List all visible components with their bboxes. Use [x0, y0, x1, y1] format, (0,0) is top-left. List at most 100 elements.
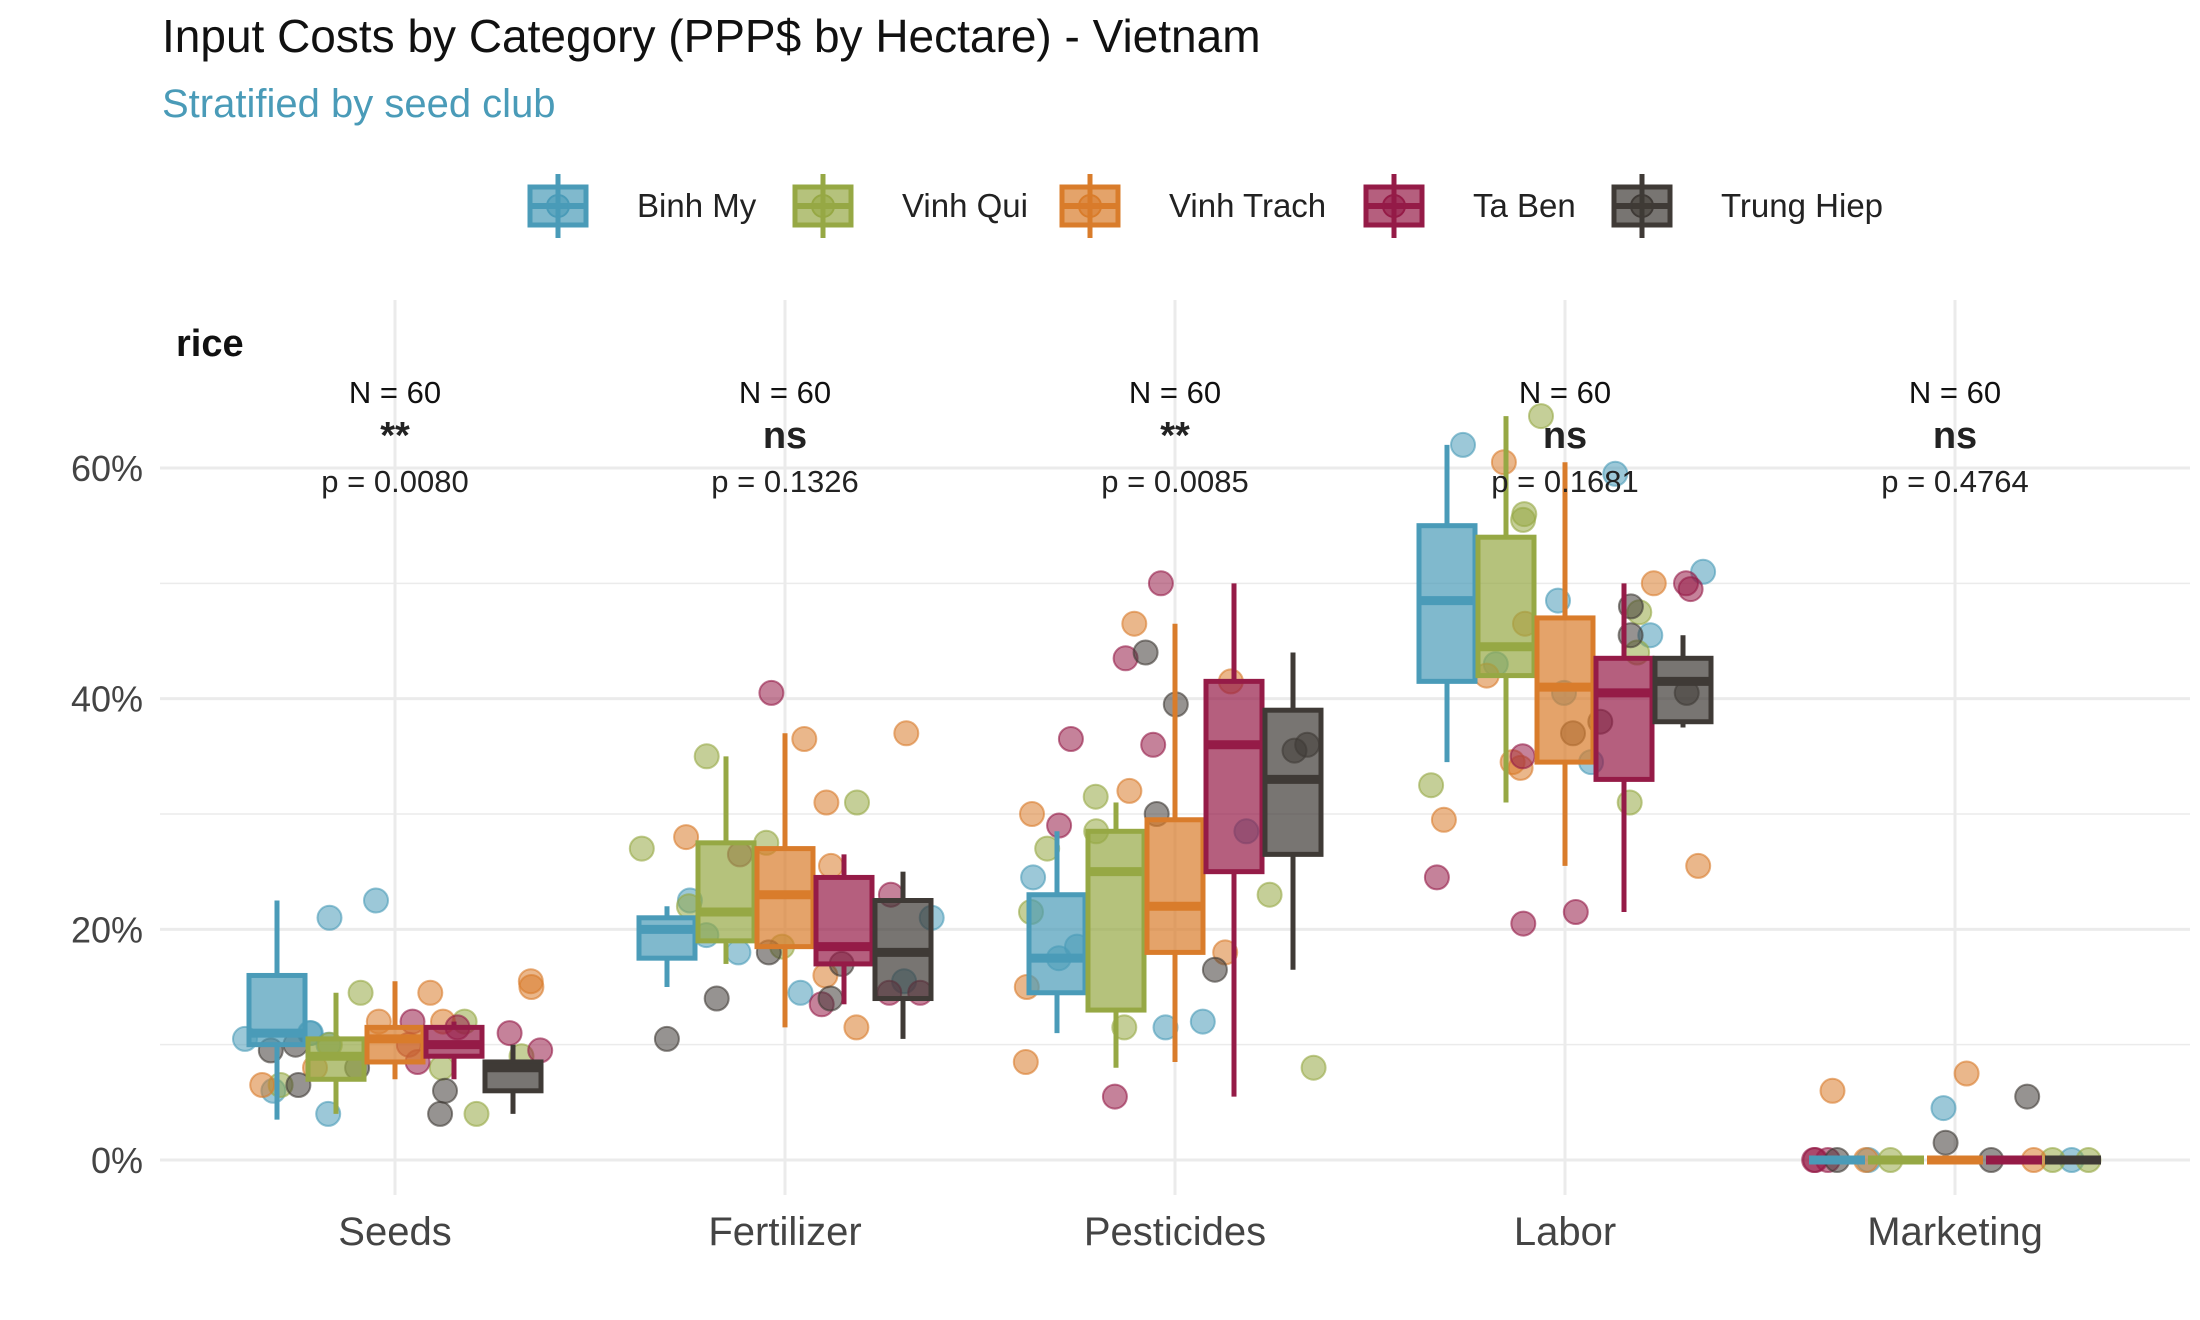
legend-item: Vinh Qui — [792, 174, 1028, 238]
legend-item: Binh My — [527, 174, 757, 238]
data-point — [843, 1014, 870, 1041]
data-point — [787, 979, 814, 1006]
box-iqr — [695, 840, 757, 944]
data-point — [1256, 881, 1283, 908]
box-iqr — [636, 915, 698, 961]
box-iqr — [1144, 817, 1206, 955]
legend-key-point — [1382, 194, 1406, 218]
data-point — [496, 1020, 523, 1047]
annotation-significance: ns — [1933, 415, 1977, 457]
data-point — [628, 835, 655, 862]
data-point — [1640, 570, 1667, 597]
boxplot — [246, 900, 308, 1120]
box-iqr — [364, 1024, 426, 1065]
boxplot — [1144, 623, 1206, 1062]
data-point — [1423, 864, 1450, 891]
data-point — [1430, 806, 1457, 833]
data-point — [417, 979, 444, 1006]
data-point — [1418, 772, 1445, 799]
chart-subtitle: Stratified by seed club — [162, 82, 556, 126]
boxplot — [636, 906, 698, 987]
data-point — [427, 1100, 454, 1127]
data-point — [791, 726, 818, 752]
data-point — [1677, 576, 1704, 603]
data-point — [1930, 1095, 1957, 1122]
data-point — [1140, 731, 1167, 758]
boxplot — [1593, 583, 1655, 913]
legend-key-point — [1078, 194, 1102, 218]
data-point — [844, 789, 870, 816]
data-point — [2014, 1083, 2041, 1110]
box-iqr — [1475, 534, 1537, 679]
data-point — [1101, 1083, 1128, 1110]
annotation-p-value: p = 0.1681 — [1491, 464, 1638, 499]
annotation-n: N = 60 — [1909, 375, 2001, 410]
box-iqr — [1085, 828, 1147, 1013]
data-point — [673, 824, 700, 851]
x-axis: Seeds Fertilizer Pesticides Labor Marketing — [338, 1210, 2043, 1254]
annotation-p-value: p = 0.0080 — [321, 464, 468, 499]
category-annotation: N = 60 ns p = 0.1681 — [1491, 375, 1638, 499]
category-annotation: N = 60 ** p = 0.0080 — [321, 375, 468, 499]
data-point — [316, 904, 343, 931]
data-point — [813, 789, 840, 816]
boxplot — [1652, 635, 1714, 728]
annotation-significance: ns — [763, 415, 807, 457]
x-tick-label: Marketing — [1867, 1210, 2043, 1254]
boxplot — [305, 992, 367, 1114]
annotation-significance: ns — [1543, 415, 1587, 457]
category-annotation: N = 60 ns p = 0.1326 — [711, 375, 858, 499]
boxplot — [1085, 802, 1147, 1068]
legend-key-point — [811, 194, 835, 218]
data-point — [1082, 783, 1109, 810]
data-point — [1450, 431, 1476, 458]
y-axis: 0% 20% 40% 60% — [71, 448, 143, 1181]
y-tick-label: 0% — [91, 1140, 143, 1181]
annotation-p-value: p = 0.0085 — [1101, 464, 1248, 499]
boxplots — [246, 416, 2101, 1165]
data-point — [817, 985, 844, 1012]
data-point — [1121, 610, 1148, 637]
boxplot — [364, 981, 426, 1080]
boxplot — [1203, 583, 1265, 1097]
legend-item: Trung Hiep — [1611, 174, 1883, 238]
data-point — [347, 979, 374, 1006]
data-point — [517, 968, 544, 995]
boxplot — [813, 854, 875, 1005]
category-annotation: N = 60 ** p = 0.0085 — [1101, 375, 1248, 499]
data-point — [1932, 1129, 1959, 1156]
annotation-n: N = 60 — [1129, 375, 1221, 410]
data-point — [463, 1100, 490, 1127]
data-point — [249, 1072, 276, 1098]
boxplot — [695, 756, 757, 964]
legend-label: Binh My — [637, 187, 757, 224]
data-point — [1132, 639, 1159, 666]
x-tick-label: Seeds — [338, 1210, 451, 1254]
data-point — [1819, 1077, 1846, 1104]
boxplot — [1262, 652, 1324, 970]
data-point — [428, 1054, 455, 1081]
data-point — [1201, 956, 1228, 983]
data-point — [653, 1025, 680, 1052]
data-point — [1685, 852, 1712, 879]
data-point — [1510, 506, 1537, 533]
data-point — [1528, 403, 1554, 430]
legend-item: Ta Ben — [1363, 174, 1576, 238]
data-point — [1602, 460, 1629, 487]
boxplot — [1416, 444, 1478, 763]
data-point — [1616, 789, 1643, 816]
boxplot — [482, 1044, 544, 1114]
annotation-significance: ** — [380, 415, 410, 457]
data-point — [703, 985, 730, 1012]
annotation-p-value: p = 0.4764 — [1881, 464, 2028, 499]
data-point — [725, 939, 752, 966]
boxplot — [754, 733, 816, 1028]
data-point — [1953, 1060, 1980, 1087]
box-iqr — [1203, 678, 1265, 875]
data-point — [1509, 743, 1536, 770]
data-point — [1562, 899, 1589, 925]
data-point — [758, 679, 785, 706]
data-point — [285, 1072, 312, 1098]
